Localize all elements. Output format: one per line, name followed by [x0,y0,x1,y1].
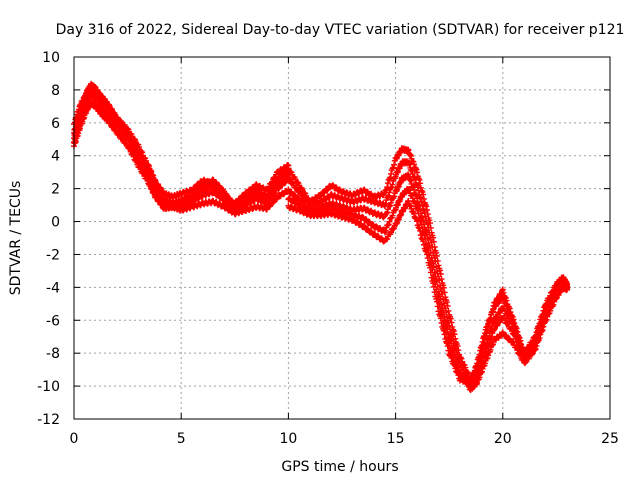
x-tick-label: 10 [279,431,297,447]
data-point [126,145,133,152]
y-tick-label: -10 [37,379,60,395]
data-point [384,209,391,216]
data-point [385,221,392,228]
chart-title: Day 316 of 2022, Sidereal Day-to-day VTE… [56,22,625,38]
y-tick-label: 0 [51,215,60,231]
data-point [270,199,277,206]
y-tick-label: -4 [46,280,60,296]
data-point [418,198,425,205]
data-point [502,332,509,339]
data-points [71,80,571,393]
data-point [500,289,507,296]
data-point [434,270,441,277]
y-tick-label: 4 [51,149,60,165]
data-point [359,213,366,220]
data-point [381,190,388,197]
x-tick-label: 5 [177,431,186,447]
data-point [144,177,151,184]
data-point [414,169,421,176]
y-tick-label: -2 [46,247,60,263]
data-point [384,222,391,229]
data-point [136,143,143,150]
x-tick-label: 25 [601,431,619,447]
data-point [133,148,140,155]
data-point [382,227,389,234]
data-point [130,143,137,150]
data-point [293,184,300,191]
y-tick-label: 6 [51,116,60,132]
data-point [387,174,394,181]
data-point [443,299,450,306]
data-point [132,137,139,144]
data-point [391,193,398,200]
data-point [386,218,393,225]
data-point [287,168,294,175]
data-point [389,165,396,172]
x-tick-label: 0 [70,431,79,447]
data-point [440,284,447,291]
y-tick-label: 2 [51,182,60,198]
data-point [389,212,396,219]
data-point [382,187,389,194]
series-track-6 [285,145,571,383]
gridlines [74,57,610,419]
data-point [133,157,140,164]
y-tick-label: -12 [37,412,60,428]
data-point [294,179,301,186]
data-point [291,191,298,198]
data-point [119,135,126,142]
data-point [139,149,146,156]
data-point [388,184,395,191]
series-track-5 [71,87,292,213]
data-point [382,200,389,207]
data-point [417,194,424,201]
data-point [137,155,144,162]
data-point [223,195,230,202]
y-tick-label: -8 [46,346,60,362]
data-point [449,333,456,340]
plot-frame [73,56,611,420]
data-point [421,209,428,216]
data-point [391,161,398,168]
y-tick-label: -6 [46,313,60,329]
x-tick-label: 15 [387,431,405,447]
data-point [145,161,152,168]
data-point [289,197,296,204]
data-point [388,199,395,206]
data-point [270,188,277,195]
data-point [299,192,306,199]
data-point [415,187,422,194]
data-point [386,189,393,196]
x-axis-label: GPS time / hours [281,459,398,475]
data-point [296,201,303,208]
data-point [285,165,292,172]
y-tick-label: 10 [42,50,60,66]
y-axis-label: SDTVAR / TECUs [8,181,24,296]
data-point [124,125,131,132]
data-point [385,192,392,199]
data-point [499,286,506,293]
data-point [324,187,331,194]
data-point [384,180,391,187]
data-point [280,191,287,198]
data-point [510,339,517,346]
y-tick-label: 8 [51,83,60,99]
data-point [298,198,305,205]
data-point [388,170,395,177]
data-point [389,181,396,188]
data-point [447,315,454,322]
data-point [197,190,204,197]
data-point [216,188,223,195]
data-point [286,175,293,182]
data-point [269,178,276,185]
data-point [509,338,516,345]
data-point [133,147,140,154]
data-point [329,182,336,189]
data-point [450,328,457,335]
data-point [144,167,151,174]
x-tick-label: 20 [494,431,512,447]
series-track-3 [71,98,292,218]
